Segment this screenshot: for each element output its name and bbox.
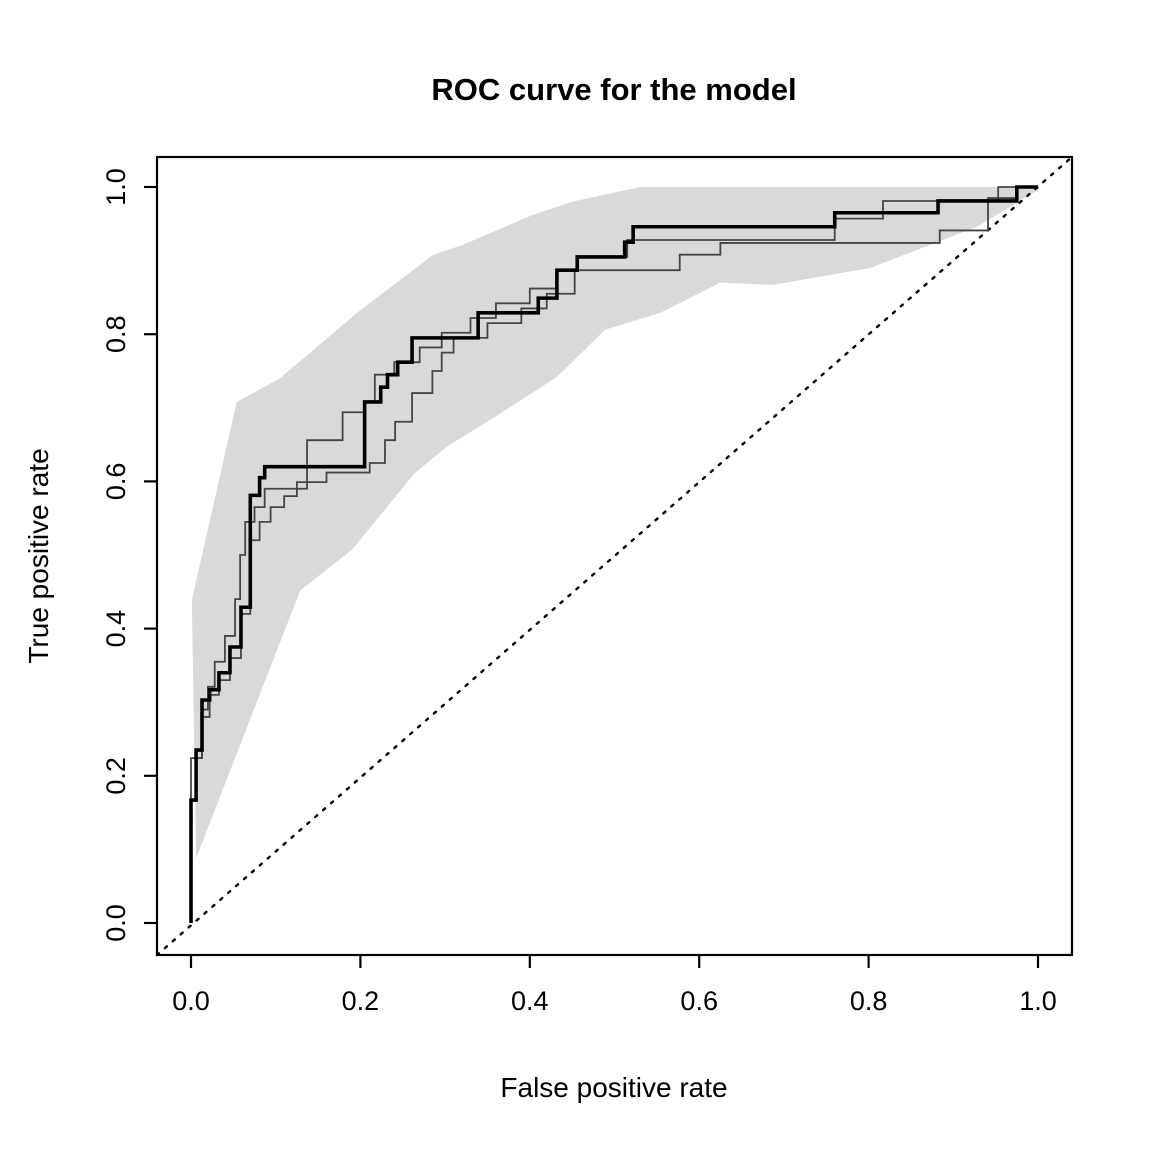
plot-frame	[155, 155, 1074, 957]
y-tick-label: 0.8	[101, 315, 131, 353]
y-axis-label: True positive rate	[23, 448, 54, 663]
x-axis-label: False positive rate	[500, 1072, 727, 1103]
y-tick-label: 1.0	[101, 168, 131, 206]
x-tick-label: 1.0	[1019, 986, 1057, 1016]
y-tick-label: 0.0	[101, 904, 131, 942]
chart-title: ROC curve for the model	[431, 72, 796, 107]
roc-confidence-band	[191, 187, 1039, 859]
x-tick-label: 0.0	[172, 986, 210, 1016]
y-tick-label: 0.2	[101, 757, 131, 795]
y-tick-label: 0.6	[101, 463, 131, 501]
roc-curve-resample-2	[190, 186, 1038, 923]
x-tick-label: 0.4	[511, 986, 549, 1016]
x-tick-label: 0.8	[850, 986, 888, 1016]
chance-diagonal	[155, 155, 1074, 957]
plot-area: 0.0 0.2 0.4 0.6 0.8 1.0 0.0 0.2 0.4 0.6 0.8 1.0	[101, 155, 1074, 1016]
y-tick-label: 0.4	[101, 610, 131, 648]
roc-curve-main	[189, 185, 1038, 923]
x-tick-label: 0.6	[680, 986, 718, 1016]
x-tick-label: 0.2	[342, 986, 380, 1016]
